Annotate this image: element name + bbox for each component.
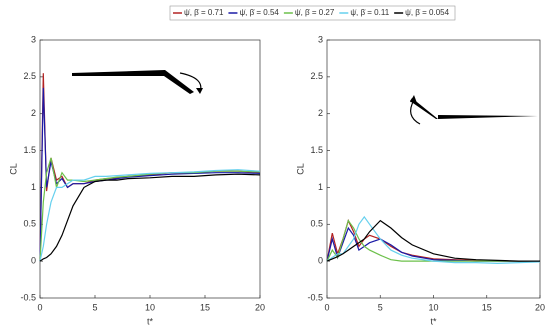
x-tick-label: 10 <box>428 302 438 312</box>
data-line <box>326 215 541 265</box>
x-tick-label: 15 <box>200 302 210 312</box>
axes-box <box>39 39 261 299</box>
x-tick-label: 15 <box>482 302 492 312</box>
y-tick-label: 1.5 <box>23 145 36 155</box>
x-tick-label: 20 <box>255 302 265 312</box>
x-axis-label: t* <box>147 316 154 326</box>
y-tick-label: -0.5 <box>20 292 36 302</box>
y-tick-label: 1.5 <box>310 145 323 155</box>
y-tick-label: 3 <box>31 34 36 44</box>
x-tick-label: 10 <box>145 302 155 312</box>
x-tick-label: 5 <box>378 302 383 312</box>
icon-left <box>72 70 203 94</box>
y-tick-label: 0 <box>31 256 36 266</box>
y-tick-label: 1 <box>31 182 36 192</box>
y-tick-label: 2.5 <box>23 71 36 81</box>
y-tick-label: -0.5 <box>307 292 323 302</box>
y-tick-label: 0.5 <box>23 219 36 229</box>
data-line <box>326 219 540 262</box>
data-line <box>39 73 261 262</box>
y-tick-label: 1 <box>318 182 323 192</box>
legend-label: ψ̇, β̇ = 0.11 <box>350 8 389 17</box>
y-tick-label: 2 <box>31 108 36 118</box>
legend-box <box>169 5 456 21</box>
data-line <box>326 218 540 262</box>
legend-label: ψ̇, β̇ = 0.054 <box>405 8 449 17</box>
icon-right <box>410 95 538 125</box>
data-line <box>326 219 540 262</box>
y-tick-label: 0.5 <box>310 219 323 229</box>
x-tick-label: 0 <box>324 302 329 312</box>
legend: ψ̇, β̇ = 0.71 ψ̇, β̇ = 0.54 ψ̇, β̇ = 0.27 ψ… <box>169 5 456 21</box>
x-tick-label: 20 <box>535 302 545 312</box>
data-line <box>39 157 261 262</box>
legend-label: ψ̇, β̇ = 0.54 <box>239 8 279 17</box>
y-tick-label: 2 <box>318 108 323 118</box>
legend-label: ψ̇, β̇ = 0.27 <box>295 8 335 17</box>
y-axis-label: CL <box>295 163 305 175</box>
y-tick-label: 3 <box>318 34 323 44</box>
y-axis-label: CL <box>8 163 18 175</box>
y-tick-label: 2.5 <box>310 71 323 81</box>
data-line <box>39 169 261 262</box>
data-line <box>39 173 261 262</box>
x-tick-label: 5 <box>92 302 97 312</box>
legend-label: ψ̇, β̇ = 0.71 <box>184 8 224 17</box>
y-tick-label: 0 <box>318 256 323 266</box>
x-tick-label: 0 <box>37 302 42 312</box>
data-line <box>326 226 540 262</box>
x-axis-label: t* <box>430 316 437 326</box>
